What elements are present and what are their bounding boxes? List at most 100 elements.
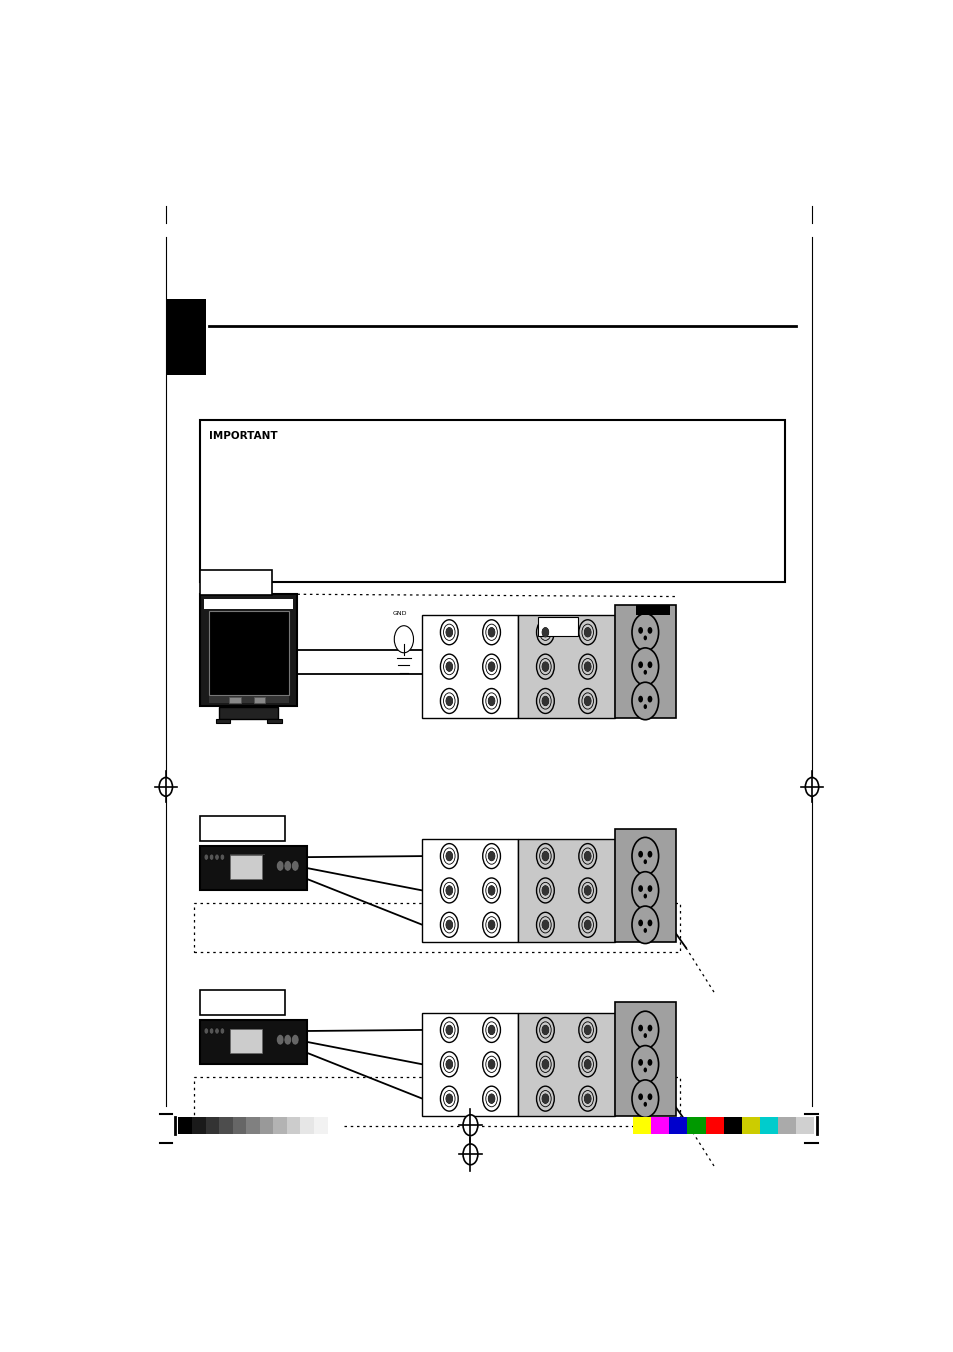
Circle shape — [539, 883, 551, 899]
Bar — [219, 1117, 233, 1133]
Bar — [204, 599, 293, 608]
Circle shape — [643, 927, 646, 933]
Circle shape — [536, 619, 554, 645]
Circle shape — [541, 852, 548, 861]
Bar — [760, 1117, 778, 1133]
Circle shape — [482, 877, 500, 903]
Bar — [422, 1013, 518, 1115]
Circle shape — [584, 886, 591, 895]
Circle shape — [445, 696, 452, 706]
Circle shape — [445, 627, 452, 637]
Circle shape — [482, 688, 500, 714]
Bar — [537, 617, 578, 635]
Circle shape — [488, 1025, 495, 1034]
Circle shape — [642, 650, 647, 656]
Circle shape — [631, 683, 658, 719]
Circle shape — [539, 692, 551, 708]
Circle shape — [647, 696, 652, 703]
Circle shape — [539, 1056, 551, 1072]
Bar — [199, 990, 285, 1015]
Circle shape — [631, 872, 658, 909]
Circle shape — [541, 696, 548, 706]
Circle shape — [643, 1068, 646, 1072]
Bar — [518, 1013, 614, 1115]
Circle shape — [578, 1086, 596, 1111]
Circle shape — [541, 886, 548, 895]
Circle shape — [445, 852, 452, 861]
Circle shape — [440, 1086, 457, 1111]
Circle shape — [485, 658, 497, 675]
Circle shape — [445, 852, 452, 861]
Bar — [636, 606, 669, 615]
Circle shape — [488, 852, 495, 861]
Circle shape — [631, 1045, 658, 1083]
Bar — [422, 838, 518, 942]
Circle shape — [482, 844, 500, 868]
Circle shape — [443, 692, 455, 708]
Circle shape — [541, 627, 548, 637]
Circle shape — [536, 913, 554, 937]
Circle shape — [584, 1094, 591, 1103]
Circle shape — [488, 662, 495, 672]
Circle shape — [210, 1028, 213, 1034]
Bar — [167, 299, 206, 375]
Circle shape — [584, 627, 591, 637]
Bar — [246, 1117, 259, 1133]
Circle shape — [643, 669, 646, 675]
Circle shape — [445, 921, 452, 930]
Circle shape — [214, 1028, 219, 1034]
Bar — [651, 1117, 669, 1133]
Circle shape — [488, 627, 495, 637]
Circle shape — [488, 696, 495, 706]
Bar — [614, 604, 676, 718]
Circle shape — [445, 1060, 452, 1069]
Circle shape — [445, 921, 452, 930]
Circle shape — [443, 1056, 455, 1072]
Circle shape — [647, 661, 652, 668]
Circle shape — [482, 913, 500, 937]
Circle shape — [642, 875, 647, 880]
Circle shape — [581, 625, 593, 641]
Circle shape — [638, 850, 642, 857]
Bar — [199, 817, 285, 841]
Circle shape — [804, 777, 818, 796]
Circle shape — [485, 883, 497, 899]
Bar — [741, 1117, 760, 1133]
Circle shape — [536, 877, 554, 903]
Bar — [267, 719, 281, 723]
Bar — [687, 1117, 705, 1133]
Circle shape — [276, 1034, 284, 1045]
Circle shape — [445, 662, 452, 672]
Circle shape — [647, 1059, 652, 1065]
Circle shape — [536, 688, 554, 714]
Circle shape — [445, 886, 452, 895]
Circle shape — [578, 877, 596, 903]
Circle shape — [443, 1091, 455, 1107]
Bar — [327, 1117, 341, 1133]
Bar — [300, 1117, 314, 1133]
Circle shape — [443, 883, 455, 899]
Text: GND: GND — [393, 611, 407, 617]
Circle shape — [443, 848, 455, 864]
Circle shape — [581, 883, 593, 899]
Bar — [287, 1117, 300, 1133]
Bar — [205, 1117, 219, 1133]
Circle shape — [578, 1018, 596, 1042]
Bar — [614, 1002, 676, 1115]
Circle shape — [485, 692, 497, 708]
Circle shape — [581, 917, 593, 933]
Circle shape — [539, 917, 551, 933]
Circle shape — [214, 854, 219, 860]
Circle shape — [581, 658, 593, 675]
Circle shape — [638, 661, 642, 668]
Circle shape — [541, 1060, 548, 1069]
Circle shape — [541, 886, 548, 895]
Circle shape — [578, 844, 596, 868]
Bar — [219, 707, 277, 719]
Circle shape — [638, 1059, 642, 1065]
Circle shape — [284, 861, 292, 871]
Circle shape — [581, 1022, 593, 1038]
Circle shape — [642, 1014, 647, 1019]
Circle shape — [584, 1060, 591, 1069]
Circle shape — [631, 614, 658, 652]
